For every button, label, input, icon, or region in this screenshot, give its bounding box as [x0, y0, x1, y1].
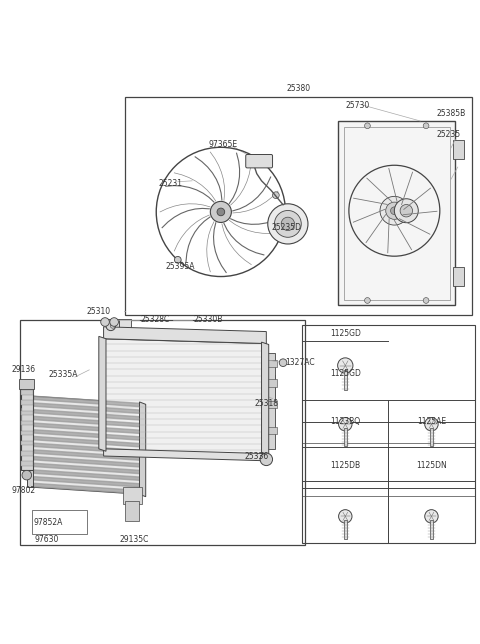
- Text: 1125AE: 1125AE: [417, 417, 446, 426]
- Bar: [123, 487, 142, 504]
- Bar: [344, 428, 347, 446]
- Text: 1125DN: 1125DN: [416, 461, 447, 470]
- Circle shape: [364, 298, 370, 303]
- Circle shape: [338, 417, 352, 431]
- Circle shape: [273, 192, 279, 198]
- Circle shape: [110, 317, 119, 327]
- Bar: [32, 509, 87, 533]
- Bar: [21, 431, 33, 435]
- Text: 29135C: 29135C: [120, 535, 149, 544]
- Bar: [21, 461, 33, 466]
- Bar: [263, 375, 275, 403]
- Bar: [125, 97, 472, 315]
- Circle shape: [391, 207, 398, 214]
- Circle shape: [210, 202, 231, 222]
- Text: 25231: 25231: [158, 178, 182, 187]
- Bar: [21, 401, 33, 405]
- Polygon shape: [32, 396, 142, 495]
- Text: 1125GD: 1125GD: [330, 369, 361, 378]
- Circle shape: [281, 217, 295, 231]
- Circle shape: [386, 202, 403, 220]
- Text: 1125GD: 1125GD: [330, 328, 361, 337]
- Polygon shape: [104, 449, 266, 461]
- Circle shape: [425, 417, 438, 431]
- Bar: [266, 353, 275, 449]
- Text: 1123BQ: 1123BQ: [330, 417, 360, 426]
- Bar: [338, 121, 456, 305]
- Bar: [430, 520, 433, 538]
- Text: 29136: 29136: [11, 365, 36, 374]
- Text: 25385B: 25385B: [436, 109, 466, 118]
- Bar: [264, 360, 277, 368]
- Bar: [21, 386, 33, 470]
- Bar: [107, 319, 119, 328]
- Bar: [19, 379, 34, 389]
- Circle shape: [400, 205, 412, 217]
- Bar: [344, 520, 347, 538]
- Text: 25330B: 25330B: [193, 315, 222, 324]
- Bar: [21, 421, 33, 426]
- Polygon shape: [140, 402, 146, 497]
- Circle shape: [279, 359, 287, 366]
- Circle shape: [395, 199, 418, 223]
- Polygon shape: [104, 339, 266, 456]
- Polygon shape: [27, 396, 33, 487]
- Text: 25730: 25730: [345, 100, 370, 109]
- Bar: [430, 428, 433, 446]
- Bar: [120, 319, 132, 328]
- Polygon shape: [262, 342, 269, 455]
- Bar: [453, 140, 464, 159]
- Bar: [264, 428, 277, 435]
- Circle shape: [110, 323, 115, 328]
- Bar: [125, 502, 140, 520]
- Circle shape: [101, 317, 109, 327]
- Circle shape: [217, 208, 225, 216]
- Bar: [344, 127, 450, 299]
- Circle shape: [423, 298, 429, 303]
- Circle shape: [364, 123, 370, 129]
- Circle shape: [337, 358, 353, 373]
- Text: 25335A: 25335A: [48, 370, 78, 379]
- Circle shape: [380, 196, 408, 225]
- Text: 97802: 97802: [11, 486, 36, 495]
- Bar: [264, 401, 277, 408]
- Text: 25310: 25310: [87, 307, 111, 316]
- Text: 25318: 25318: [254, 399, 278, 408]
- Text: 25235D: 25235D: [271, 223, 301, 232]
- Text: 1327AC: 1327AC: [286, 358, 315, 367]
- Bar: [21, 390, 33, 395]
- Text: 25328C: 25328C: [141, 315, 170, 324]
- Text: 97630: 97630: [34, 535, 59, 544]
- Text: 25380: 25380: [287, 84, 311, 93]
- Circle shape: [338, 509, 352, 523]
- Circle shape: [423, 123, 429, 129]
- Text: 97852A: 97852A: [33, 518, 62, 527]
- Bar: [20, 319, 305, 545]
- Polygon shape: [99, 336, 106, 451]
- Circle shape: [260, 453, 273, 466]
- Circle shape: [275, 211, 301, 237]
- Bar: [21, 440, 33, 446]
- Circle shape: [22, 470, 32, 480]
- Polygon shape: [104, 327, 266, 343]
- Circle shape: [268, 204, 308, 244]
- Bar: [344, 370, 347, 390]
- Circle shape: [106, 321, 116, 330]
- Circle shape: [425, 509, 438, 523]
- FancyBboxPatch shape: [246, 155, 273, 168]
- Bar: [264, 379, 277, 386]
- Circle shape: [174, 256, 181, 263]
- Bar: [21, 451, 33, 455]
- Text: 25235: 25235: [436, 130, 460, 139]
- Bar: [302, 325, 475, 543]
- Text: 25336: 25336: [245, 453, 269, 462]
- Text: 25395A: 25395A: [166, 263, 195, 272]
- Text: 97365E: 97365E: [209, 140, 238, 149]
- Text: 1125DB: 1125DB: [330, 461, 360, 470]
- Bar: [453, 267, 464, 286]
- Bar: [21, 410, 33, 415]
